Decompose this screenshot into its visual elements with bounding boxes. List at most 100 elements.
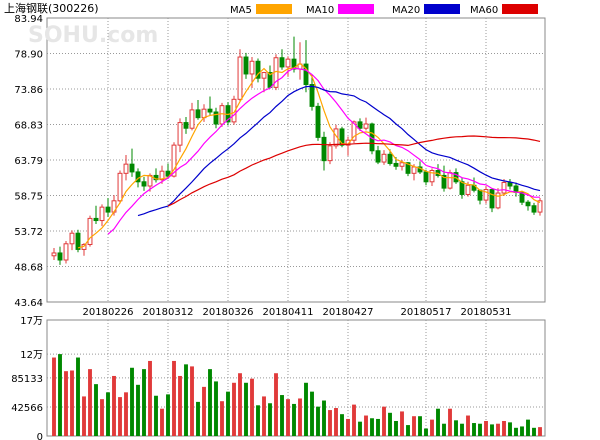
volume-bar — [94, 384, 98, 436]
candle-body — [207, 108, 213, 113]
candle-body — [447, 172, 453, 189]
volume-bar — [64, 371, 68, 436]
date-axis-ticks: 20180226 20180312 20180326 20180411 20180427… — [83, 307, 512, 318]
volume-bar — [412, 416, 416, 436]
volume-bar — [478, 423, 482, 436]
volume-bar — [88, 369, 92, 436]
volume-bar — [244, 382, 248, 436]
candle-body — [483, 189, 489, 201]
candle-body — [249, 60, 255, 75]
price-axis-ticks: 83.94 78.90 73.86 68.83 63.79 58.75 53.72 48.68… — [14, 14, 43, 309]
volume-bar — [298, 398, 302, 436]
volume-axis-ticks: 17万 12万 85133 42566 0 — [11, 316, 43, 440]
legend-swatch-ma10 — [338, 4, 374, 14]
volume-bar — [328, 410, 332, 436]
volume-bar — [346, 418, 350, 436]
volume-bar — [130, 367, 134, 436]
candle-body — [105, 206, 111, 213]
volume-bar — [442, 423, 446, 436]
moving-average-lines — [77, 62, 541, 249]
volume-bar — [400, 411, 404, 436]
volume-bar — [466, 415, 470, 436]
legend-label-ma5: MA5 — [230, 5, 252, 16]
volume-bar — [352, 404, 356, 436]
candle-body — [327, 145, 333, 162]
candle-body — [429, 170, 435, 183]
volume-bar — [508, 422, 512, 436]
volume-bar — [364, 415, 368, 436]
candle-body — [123, 163, 129, 174]
volume-bar — [148, 360, 152, 436]
volume-bar — [394, 420, 398, 436]
candle-body — [213, 111, 219, 125]
volume-bar — [418, 416, 422, 436]
candle-body — [177, 122, 183, 146]
legend-swatch-ma5 — [256, 4, 292, 14]
volume-bar — [76, 357, 80, 436]
price-tick-label: 68.83 — [14, 120, 43, 131]
chart-frames — [46, 17, 546, 437]
candle-body — [345, 139, 351, 146]
volume-bar — [292, 403, 296, 436]
legend-label-ma10: MA10 — [306, 5, 334, 16]
candle-body — [321, 136, 327, 162]
candle-body — [255, 60, 261, 79]
watermark: SOHU.com — [28, 23, 158, 48]
volume-bar — [358, 421, 362, 436]
volume-bar — [220, 401, 224, 436]
volume-bar — [388, 412, 392, 436]
volume-bar — [274, 373, 278, 436]
candle-body — [405, 162, 411, 174]
candles — [51, 36, 543, 265]
candle-body — [501, 181, 507, 194]
price-tick-label: 73.86 — [14, 85, 43, 96]
volume-bar — [202, 386, 206, 436]
candle-body — [189, 109, 195, 129]
candle-body — [171, 144, 177, 177]
volume-bar — [448, 408, 452, 436]
volume-bar — [190, 366, 194, 436]
volume-bar — [436, 408, 440, 436]
price-tick-label: 53.72 — [14, 227, 43, 238]
candle-body — [159, 170, 165, 181]
candle-body — [441, 174, 447, 189]
volume-bar — [280, 395, 284, 436]
volume-bar — [376, 418, 380, 436]
volume-bar — [370, 418, 374, 436]
candle-body — [399, 162, 405, 167]
volume-bar — [154, 395, 158, 436]
candle-body — [195, 109, 201, 119]
volume-bar — [178, 375, 182, 436]
volume-bar — [286, 399, 290, 436]
volume-bar — [136, 384, 140, 436]
volume-tick-label: 12万 — [20, 350, 43, 361]
volume-bar — [406, 425, 410, 436]
price-tick-label: 48.68 — [14, 262, 43, 273]
volume-bar — [142, 369, 146, 436]
price-tick-label: 63.79 — [14, 156, 43, 167]
volume-bar — [514, 427, 518, 436]
volume-bar — [316, 406, 320, 436]
candle-body — [243, 56, 249, 75]
volume-bar — [118, 397, 122, 436]
price-tick-label: 83.94 — [14, 14, 43, 25]
volume-bar — [460, 423, 464, 436]
candle-body — [387, 153, 393, 164]
volume-bar — [250, 378, 254, 436]
candle-body — [423, 171, 429, 183]
volume-bar — [532, 427, 536, 436]
volume-bar — [226, 391, 230, 436]
volume-bar — [430, 419, 434, 436]
candle-body — [507, 181, 513, 187]
volume-bar — [52, 357, 56, 436]
volume-bar — [160, 408, 164, 436]
volume-bar — [172, 360, 176, 436]
candle-body — [477, 189, 483, 201]
candle-body — [165, 170, 171, 177]
volume-bar — [208, 369, 212, 436]
price-tick-label: 43.64 — [14, 298, 43, 309]
candle-body — [219, 105, 225, 125]
candle-body — [87, 217, 93, 245]
candle-body — [279, 57, 285, 68]
